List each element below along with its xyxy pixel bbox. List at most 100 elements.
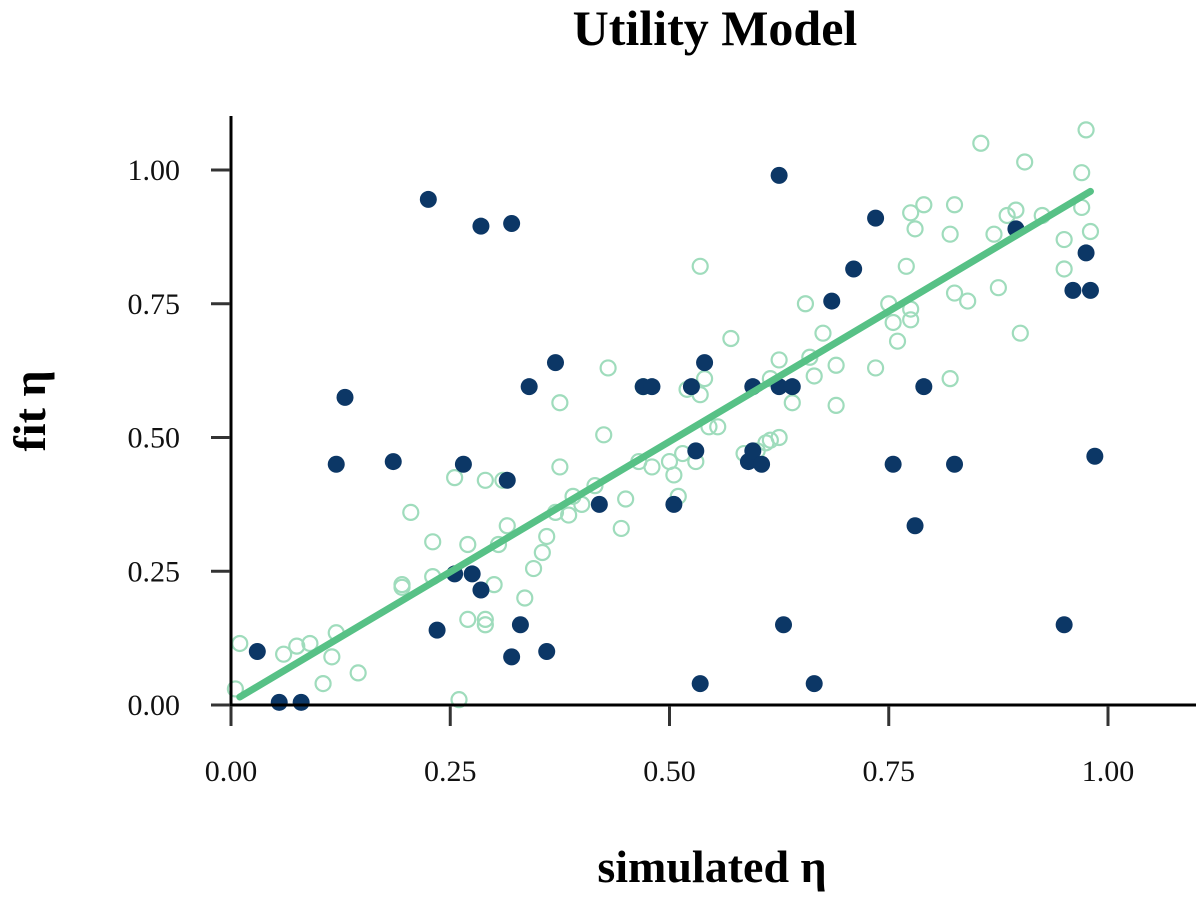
filled-point-38 (845, 260, 863, 278)
x-tick-label-0: 0.00 (205, 755, 258, 788)
hollow-point-79 (941, 225, 959, 243)
hollow-point-18 (476, 616, 494, 634)
points-layer (226, 121, 1104, 711)
hollow-point-87 (998, 206, 1016, 225)
filled-point-5 (384, 453, 402, 471)
filled-point-41 (906, 517, 924, 535)
hollow-point-51 (695, 370, 714, 388)
hollow-point-72 (888, 332, 907, 350)
filled-point-25 (687, 442, 705, 460)
x-tick-label-1: 0.25 (424, 755, 477, 788)
hollow-point-3 (288, 637, 306, 655)
hollow-point-84 (972, 134, 990, 152)
hollow-point-28 (538, 527, 556, 546)
hollow-point-42 (643, 458, 661, 476)
hollow-point-62 (783, 394, 801, 412)
hollow-point-81 (945, 196, 964, 214)
filled-point-4 (336, 388, 354, 406)
hollow-point-88 (1007, 201, 1025, 219)
hollow-point-27 (533, 543, 551, 562)
filled-point-35 (783, 378, 801, 396)
hollow-point-82 (945, 284, 964, 302)
filled-point-11 (472, 581, 490, 599)
filled-point-39 (867, 209, 885, 227)
hollow-point-54 (722, 329, 740, 348)
hollow-point-44 (665, 466, 683, 484)
filled-points-series (248, 166, 1104, 711)
filled-point-42 (915, 378, 933, 396)
chart-title: Utility Model (573, 0, 858, 56)
hollow-point-76 (902, 204, 920, 222)
filled-point-27 (696, 354, 714, 372)
hollow-point-32 (560, 506, 578, 524)
hollow-point-0 (231, 634, 249, 653)
y-tick-label-0: 0.00 (128, 689, 181, 722)
filled-point-1 (270, 693, 288, 711)
filled-point-23 (665, 495, 683, 513)
filled-point-48 (1081, 281, 1099, 299)
hollow-point-6 (323, 648, 341, 666)
filled-point-7 (428, 621, 446, 639)
filled-point-37 (823, 292, 841, 310)
hollow-point-96 (1077, 121, 1095, 139)
hollow-point-49 (691, 257, 709, 275)
filled-point-49 (1086, 447, 1104, 465)
hollow-point-78 (915, 196, 933, 214)
hollow-point-38 (612, 519, 630, 538)
hollow-point-37 (599, 359, 617, 377)
hollow-point-11 (402, 503, 420, 522)
hollow-point-30 (551, 458, 569, 476)
hollow-point-2 (275, 645, 293, 663)
hollow-point-65 (805, 367, 823, 385)
y-tick-label-3: 0.75 (128, 288, 181, 321)
filled-point-32 (770, 166, 788, 184)
x-tick-label-4: 1.00 (1082, 755, 1135, 788)
filled-point-36 (805, 675, 823, 693)
filled-point-45 (1055, 616, 1073, 634)
hollow-point-8 (349, 664, 367, 682)
filled-point-22 (643, 378, 661, 396)
filled-point-40 (884, 455, 902, 473)
hollow-point-61 (770, 351, 788, 369)
hollow-point-4 (301, 634, 319, 653)
hollow-point-36 (595, 426, 613, 444)
hollow-point-93 (1055, 230, 1073, 249)
x-ticks: 0.00 0.25 0.50 0.75 1.00 (205, 706, 1135, 788)
filled-point-0 (248, 643, 266, 660)
hollow-point-16 (459, 610, 477, 629)
filled-point-12 (472, 217, 490, 235)
hollow-point-74 (902, 311, 920, 329)
hollow-point-26 (524, 559, 543, 578)
filled-point-31 (753, 455, 771, 473)
hollow-point-97 (1081, 222, 1100, 241)
hollow-point-67 (827, 356, 845, 374)
filled-point-46 (1064, 281, 1082, 299)
hollow-point-85 (985, 225, 1003, 243)
filled-point-2 (292, 693, 310, 711)
y-tick-label-2: 0.50 (128, 422, 181, 455)
filled-point-26 (691, 675, 709, 693)
hollow-point-68 (827, 396, 845, 414)
filled-point-14 (503, 215, 521, 232)
hollow-point-17 (459, 535, 477, 554)
hollow-point-5 (314, 674, 332, 693)
hollow-points-series (226, 121, 1100, 709)
hollow-point-86 (989, 279, 1007, 297)
y-tick-label-4: 1.00 (128, 154, 181, 187)
filled-point-9 (454, 455, 472, 473)
hollow-point-25 (516, 589, 534, 607)
filled-point-29 (744, 442, 762, 460)
filled-point-34 (775, 616, 793, 634)
hollow-point-80 (941, 370, 959, 388)
hollow-point-58 (761, 431, 779, 449)
hollow-point-69 (866, 359, 885, 377)
filled-point-6 (419, 190, 437, 208)
hollow-point-60 (770, 428, 788, 447)
x-tick-label-3: 0.75 (863, 755, 916, 788)
filled-point-16 (511, 616, 529, 634)
fit-line (236, 187, 1094, 701)
x-axis-label: simulated η (597, 841, 826, 892)
filled-point-15 (503, 648, 521, 666)
hollow-point-83 (959, 292, 977, 310)
